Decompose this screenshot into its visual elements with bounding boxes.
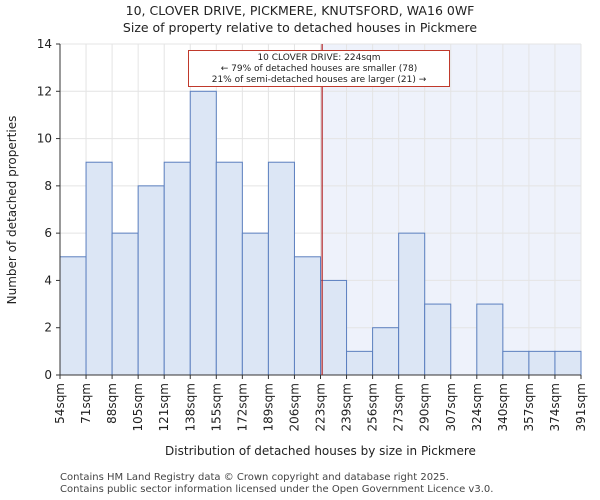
- x-axis-label: Distribution of detached houses by size …: [165, 444, 476, 458]
- x-tick-label: 324sqm: [470, 383, 484, 431]
- y-tick-label: 10: [37, 132, 52, 146]
- x-tick-label: 290sqm: [418, 383, 432, 431]
- x-tick-label: 374sqm: [548, 383, 562, 431]
- y-tick-label: 12: [37, 84, 52, 98]
- annotation-line-3: 21% of semi-detached houses are larger (…: [211, 75, 427, 85]
- bar-138sqm: [189, 90, 217, 376]
- y-tick-label: 6: [44, 226, 52, 240]
- x-tick-label: 307sqm: [444, 383, 458, 431]
- bar-374sqm: [554, 350, 582, 376]
- bar-121sqm: [163, 161, 191, 376]
- footer-line-2: Contains public sector information licen…: [60, 484, 494, 495]
- x-tick-label: 121sqm: [157, 383, 171, 431]
- bar-357sqm: [528, 350, 556, 376]
- x-tick-label: 105sqm: [131, 383, 145, 431]
- y-tick-label: 14: [37, 37, 52, 51]
- bar-155sqm: [215, 161, 243, 376]
- x-tick-label: 206sqm: [287, 383, 301, 431]
- bar-189sqm: [267, 161, 295, 376]
- footer-line-1: Contains HM Land Registry data © Crown c…: [60, 472, 449, 483]
- bar-71sqm: [85, 161, 113, 376]
- x-tick-label: 189sqm: [261, 383, 275, 431]
- x-tick-label: 223sqm: [314, 383, 328, 431]
- x-tick-label: 391sqm: [574, 383, 588, 431]
- bar-206sqm: [293, 256, 322, 376]
- bar-256sqm: [372, 327, 400, 376]
- bar-324sqm: [476, 303, 504, 376]
- bar-223sqm: [320, 279, 348, 376]
- y-tick-label: 0: [44, 368, 52, 382]
- annotation-box: 10 CLOVER DRIVE: 224sqm ← 79% of detache…: [188, 50, 450, 87]
- x-tick-label: 155sqm: [209, 383, 223, 431]
- annotation-line-2: ← 79% of detached houses are smaller (78…: [220, 64, 418, 74]
- bar-88sqm: [111, 232, 139, 376]
- x-tick-label: 239sqm: [340, 383, 354, 431]
- chart-subtitle: Size of property relative to detached ho…: [122, 20, 478, 35]
- x-tick-label: 71sqm: [79, 383, 93, 424]
- bar-273sqm: [398, 232, 426, 376]
- x-tick-label: 172sqm: [235, 383, 249, 431]
- y-tick-label: 4: [44, 273, 52, 287]
- bar-340sqm: [502, 350, 530, 376]
- bar-172sqm: [241, 232, 269, 376]
- chart-title: 10, CLOVER DRIVE, PICKMERE, KNUTSFORD, W…: [125, 3, 475, 18]
- x-tick-label: 256sqm: [366, 383, 380, 431]
- y-tick-label: 2: [44, 321, 52, 335]
- annotation-line-1: 10 CLOVER DRIVE: 224sqm: [257, 53, 381, 63]
- x-tick-label: 357sqm: [522, 383, 536, 431]
- x-tick-label: 340sqm: [496, 383, 510, 431]
- y-tick-label: 8: [44, 179, 52, 193]
- x-tick-label: 88sqm: [105, 383, 119, 424]
- bar-290sqm: [424, 303, 452, 376]
- x-tick-label: 54sqm: [53, 383, 67, 424]
- x-tick-label: 138sqm: [183, 383, 197, 431]
- bar-105sqm: [137, 185, 165, 376]
- bar-54sqm: [59, 256, 87, 376]
- y-axis-label: Number of detached properties: [5, 115, 19, 305]
- x-tick-label: 273sqm: [392, 383, 406, 431]
- bar-239sqm: [346, 350, 374, 376]
